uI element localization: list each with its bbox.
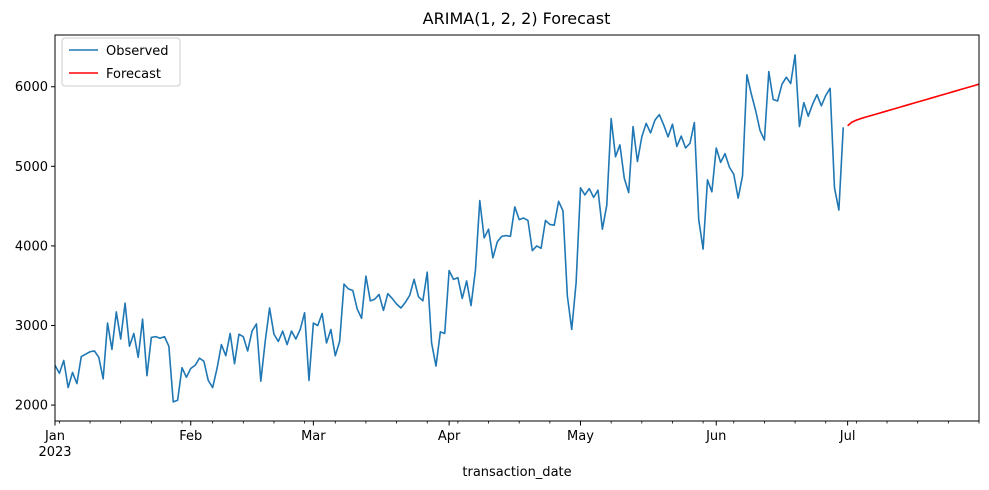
y-tick-label: 4000 (15, 239, 48, 254)
series-line-forecast (847, 83, 979, 127)
plot-frame (54, 34, 980, 422)
x-axis-label: transaction_date (462, 465, 571, 480)
x-tick-label: Feb (179, 429, 202, 444)
y-tick-label: 5000 (15, 160, 48, 175)
plot-area (55, 54, 979, 403)
legend-label-observed: Observed (106, 44, 169, 59)
legend-label-forecast: Forecast (106, 67, 161, 82)
x-tick-label: May (567, 429, 594, 444)
x-tick-label: Mar (301, 429, 326, 444)
series-line-observed (55, 54, 845, 403)
y-tick-label: 6000 (15, 80, 48, 95)
x-tick-sublabel: 2023 (38, 445, 71, 460)
legend: Observed Forecast (61, 37, 181, 87)
chart-title: ARIMA(1, 2, 2) Forecast (423, 9, 611, 28)
x-tick-label: Jan (44, 429, 65, 444)
series-layer (55, 54, 979, 403)
x-tick-label: Apr (438, 429, 461, 444)
y-tick-label: 3000 (15, 319, 48, 334)
x-tick-label: Jun (705, 429, 726, 444)
x-tick-label: Jul (839, 429, 856, 444)
y-tick-label: 2000 (15, 399, 48, 414)
